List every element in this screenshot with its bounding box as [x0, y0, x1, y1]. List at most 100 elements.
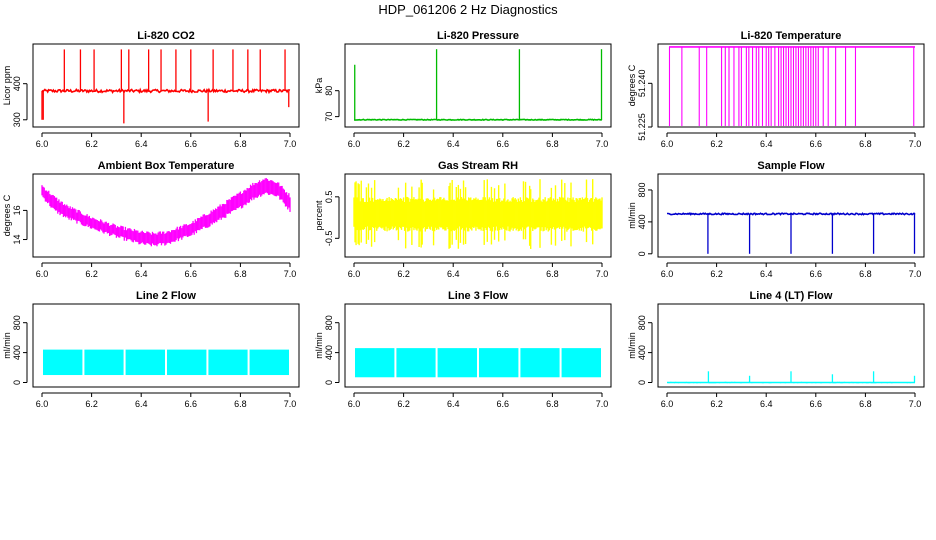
x-tick-label: 6.8: [234, 139, 247, 149]
panel-line4_flow: Line 4 (LT) Flow ml/min 6.0 6.2 6.4 6.6 6.8 7.0…: [627, 290, 925, 409]
panel-line3_flow: Line 3 Flow ml/min 6.0 6.2 6.4 6.6 6.8 7.0 0 400 8…: [314, 290, 612, 409]
y-tick-label: 0: [324, 380, 334, 385]
y-axis: 0 400 800: [324, 315, 340, 385]
plot-frame: [657, 43, 925, 128]
y-tick-label: 800: [637, 182, 647, 197]
x-axis: 6.0 6.2 6.4 6.6 6.8 7.0: [661, 262, 921, 279]
flow-block: [125, 349, 165, 376]
x-tick-label: 6.4: [447, 399, 460, 409]
y-axis-label: degrees C: [2, 194, 12, 236]
series-line4_flow: [667, 371, 916, 384]
panel-title: Gas Stream RH: [438, 160, 518, 172]
x-axis: 6.0 6.2 6.4 6.6 6.8 7.0: [348, 392, 608, 409]
panel-sample_flow: Sample Flow ml/min 6.0 6.2 6.4 6.6 6.8 7.0 0 400 8…: [627, 160, 925, 279]
y-axis-label: ml/min: [2, 332, 12, 359]
x-tick-label: 6.0: [661, 139, 674, 149]
y-tick-label: 80: [324, 86, 334, 96]
y-tick-label: 400: [637, 345, 647, 360]
x-tick-label: 6.4: [135, 139, 148, 149]
x-tick-label: 6.4: [447, 269, 460, 279]
y-tick-label: 70: [324, 112, 334, 122]
y-axis-label: Licor ppm: [2, 66, 12, 106]
series-line: [354, 118, 603, 122]
x-axis: 6.0 6.2 6.4 6.6 6.8 7.0: [36, 132, 296, 149]
x-tick-label: 7.0: [596, 269, 609, 279]
x-tick-label: 7.0: [909, 139, 922, 149]
x-tick-label: 6.8: [234, 399, 247, 409]
x-tick-label: 7.0: [596, 139, 609, 149]
x-tick-label: 6.6: [810, 399, 823, 409]
panel-box_temp: Ambient Box Temperature degrees C 6.0 6.2 6.…: [2, 160, 300, 279]
x-tick-label: 6.4: [135, 399, 148, 409]
y-tick-label: 300: [12, 112, 22, 127]
series-line3_flow: [355, 348, 601, 378]
x-tick-label: 6.0: [36, 139, 49, 149]
x-tick-label: 6.6: [497, 269, 510, 279]
panel-title: Line 2 Flow: [136, 290, 196, 302]
x-axis: 6.0 6.2 6.4 6.6 6.8 7.0: [36, 262, 296, 279]
panel-line2_flow: Line 2 Flow ml/min 6.0 6.2 6.4 6.6 6.8 7.0 0 400 8…: [2, 290, 300, 409]
series-co2: [41, 49, 291, 124]
y-axis: 14 16: [12, 205, 28, 245]
x-tick-label: 6.6: [185, 269, 198, 279]
y-tick-label: 800: [324, 315, 334, 330]
panel-title: Ambient Box Temperature: [98, 160, 235, 172]
y-tick-label: 400: [637, 214, 647, 229]
y-tick-label: 0.5: [324, 191, 334, 204]
y-axis: 70 80: [324, 86, 340, 122]
series-pressure: [354, 49, 603, 122]
y-axis: 51.225 51.240: [637, 70, 653, 141]
series-sample_flow: [667, 211, 916, 254]
plot-frame: [32, 43, 300, 128]
x-tick-label: 6.8: [546, 399, 559, 409]
flow-block: [249, 349, 289, 376]
y-axis: 0 400 800: [637, 182, 653, 256]
panel-title: Li-820 Pressure: [437, 30, 519, 42]
x-axis: 6.0 6.2 6.4 6.6 6.8 7.0: [661, 392, 922, 409]
flow-block: [479, 348, 519, 378]
x-axis: 6.0 6.2 6.4 6.6 6.8 7.0: [661, 132, 922, 149]
series-rh: [353, 179, 603, 249]
x-tick-label: 6.0: [661, 269, 674, 279]
y-tick-label: 400: [12, 76, 22, 91]
x-tick-label: 6.2: [710, 399, 723, 409]
series-li820_temp: [668, 46, 915, 126]
y-axis-label: degrees C: [627, 64, 637, 106]
y-axis-label: percent: [314, 200, 324, 231]
x-tick-label: 6.0: [348, 139, 361, 149]
plot-frame: [657, 303, 925, 388]
flow-block: [520, 348, 560, 378]
y-tick-label: 800: [637, 315, 647, 330]
plot-frame: [32, 173, 300, 258]
x-tick-label: 6.6: [497, 139, 510, 149]
flow-block: [355, 348, 395, 378]
x-tick-label: 6.8: [546, 269, 559, 279]
panel-title: Sample Flow: [757, 160, 825, 172]
plot-frame: [344, 43, 612, 128]
panel-title: Li-820 CO2: [137, 30, 194, 42]
x-tick-label: 7.0: [909, 399, 922, 409]
panel-co2: Li-820 CO2 Licor ppm 6.0 6.2 6.4 6.6 6.8 7.0 300…: [2, 30, 300, 149]
y-tick-label: 800: [12, 315, 22, 330]
y-tick-label: 51.240: [637, 70, 647, 98]
x-tick-label: 6.4: [447, 139, 460, 149]
x-tick-label: 6.0: [348, 269, 361, 279]
plot-frame: [344, 173, 612, 258]
x-tick-label: 6.6: [185, 399, 198, 409]
x-tick-label: 6.6: [497, 399, 510, 409]
y-axis: 300 400: [12, 76, 28, 127]
x-tick-label: 6.2: [397, 139, 410, 149]
y-axis-label: ml/min: [314, 332, 324, 359]
y-tick-label: 0: [637, 251, 647, 256]
x-tick-label: 6.4: [760, 269, 773, 279]
x-tick-label: 6.2: [397, 399, 410, 409]
x-axis: 6.0 6.2 6.4 6.6 6.8 7.0: [348, 132, 609, 149]
x-tick-label: 6.2: [397, 269, 410, 279]
x-axis: 6.0 6.2 6.4 6.6 6.8 7.0: [348, 262, 609, 279]
x-tick-label: 6.2: [85, 139, 98, 149]
series-line: [667, 211, 916, 216]
x-tick-label: 6.8: [546, 139, 559, 149]
series-box_temp: [41, 178, 291, 247]
flow-block: [208, 349, 248, 376]
